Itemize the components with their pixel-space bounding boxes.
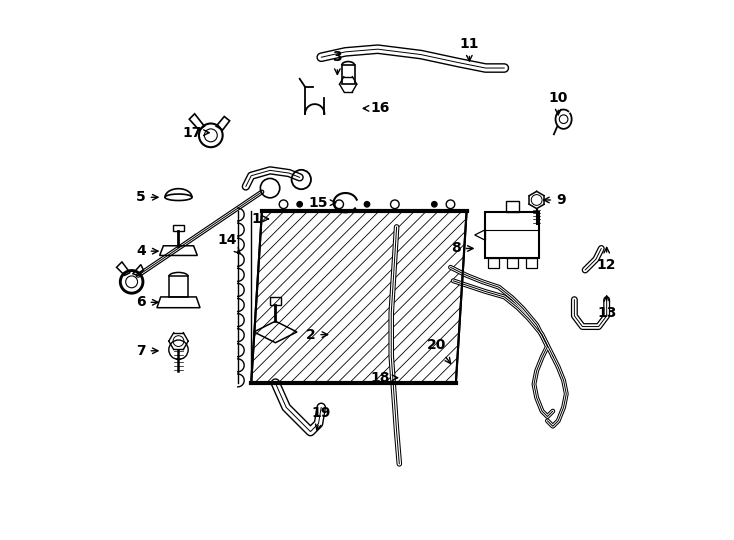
Text: 8: 8 (451, 241, 473, 255)
Text: 16: 16 (363, 102, 390, 116)
Text: 17: 17 (182, 126, 209, 140)
Text: 9: 9 (544, 193, 566, 207)
Circle shape (297, 201, 302, 207)
Text: 5: 5 (136, 190, 158, 204)
Text: 18: 18 (371, 371, 398, 384)
Text: 12: 12 (597, 247, 617, 272)
Text: 14: 14 (217, 233, 240, 253)
Text: 3: 3 (333, 50, 342, 75)
Text: 7: 7 (136, 344, 158, 358)
Text: 2: 2 (305, 328, 327, 342)
Text: 4: 4 (136, 244, 158, 258)
Polygon shape (251, 211, 467, 383)
Text: 1: 1 (252, 212, 269, 226)
Text: 20: 20 (427, 339, 451, 363)
Text: 10: 10 (548, 91, 568, 115)
Circle shape (432, 201, 437, 207)
Text: 19: 19 (311, 406, 331, 430)
Text: 11: 11 (459, 37, 479, 61)
Text: 13: 13 (597, 296, 617, 320)
Text: 15: 15 (309, 195, 335, 210)
Circle shape (364, 201, 370, 207)
Text: 6: 6 (136, 295, 158, 309)
